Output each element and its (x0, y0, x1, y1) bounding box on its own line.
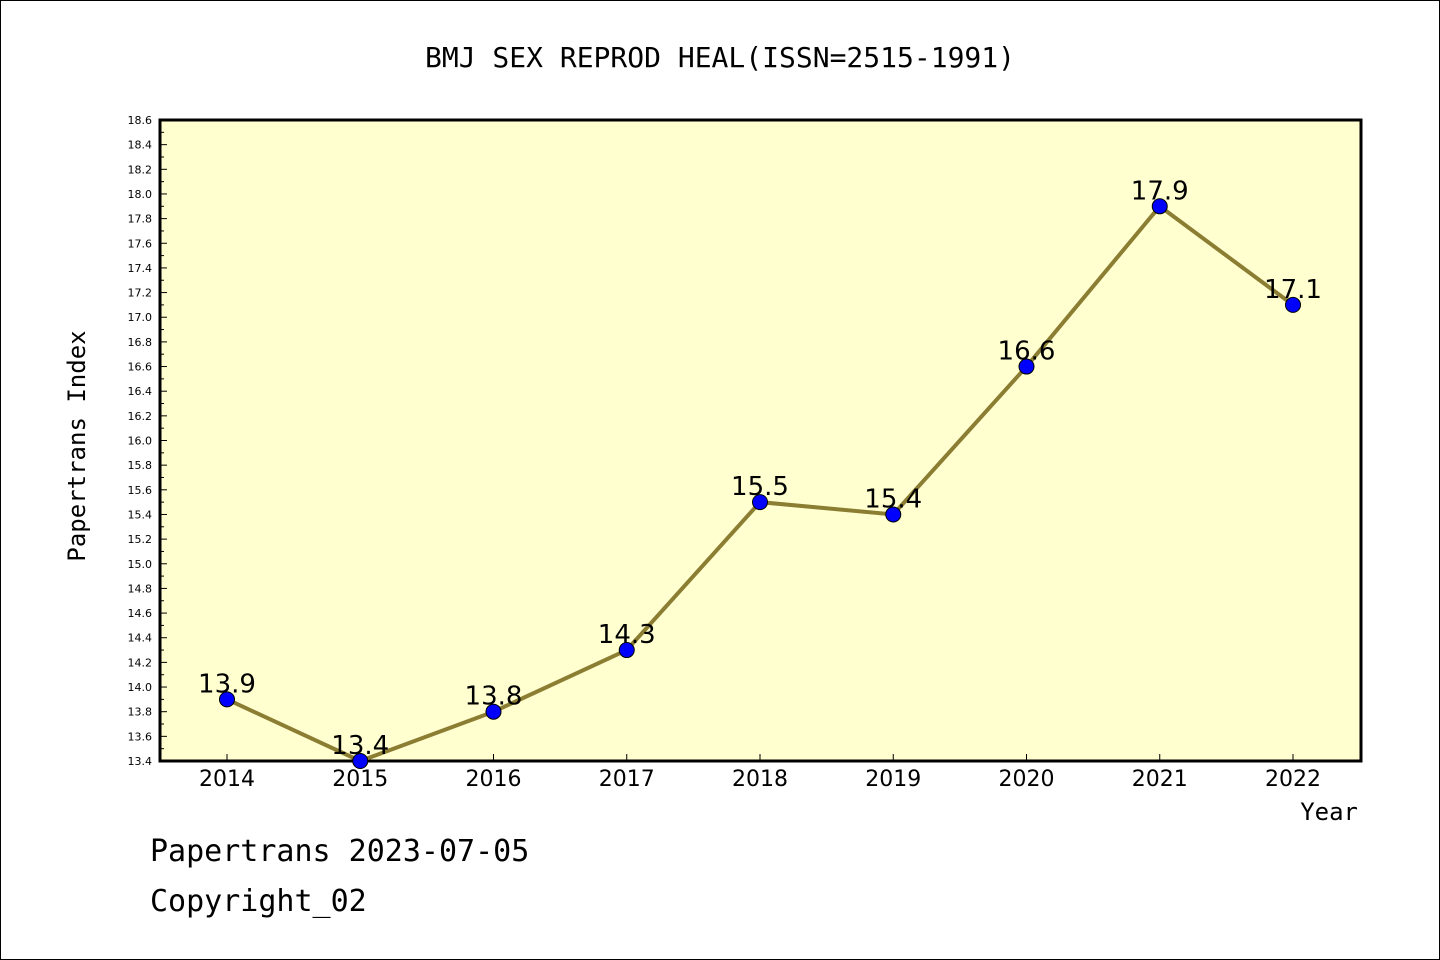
chart-title: BMJ SEX REPROD HEAL(ISSN=2515-1991) (425, 41, 1015, 74)
y-tick-label: 13.8 (128, 706, 153, 719)
y-tick-label: 18.0 (128, 188, 153, 201)
x-tick-label: 2021 (1132, 767, 1188, 792)
x-tick-label: 2016 (466, 767, 522, 792)
y-axis-ticks: 13.4 13.6 13.8 14.0 14.2 14.4 14.6 14.8 15.0 15.2… (128, 114, 167, 768)
x-tick-label: 2019 (865, 767, 921, 792)
y-tick-label: 15.0 (128, 558, 153, 571)
data-point (752, 494, 768, 511)
plot-area (158, 118, 1363, 763)
x-axis-label: Year (1300, 798, 1358, 826)
footer-date-text: Papertrans 2023-07-05 (150, 834, 530, 869)
y-tick-label: 17.6 (128, 237, 153, 250)
x-tick-label: 2017 (599, 767, 655, 792)
data-point (885, 506, 902, 523)
y-tick-label: 17.0 (128, 311, 153, 324)
x-tick-label: 2018 (732, 767, 788, 792)
y-tick-label: 16.2 (128, 410, 153, 423)
y-axis-label: Papertrans Index (63, 330, 91, 561)
y-tick-label: 18.6 (128, 114, 153, 127)
x-tick-label: 2020 (999, 767, 1055, 792)
y-tick-label: 17.4 (128, 262, 153, 275)
y-tick-label: 14.0 (128, 681, 153, 694)
y-tick-label: 17.2 (128, 287, 153, 300)
footer-copyright-text: Copyright_02 (150, 884, 367, 919)
data-label: 13.8 (465, 682, 523, 712)
y-tick-label: 16.4 (128, 385, 153, 398)
data-point (352, 753, 369, 769)
y-tick-label: 15.2 (128, 533, 153, 546)
data-label: 17.9 (1131, 176, 1189, 206)
y-tick-label: 15.6 (128, 484, 153, 497)
x-tick-label: 2022 (1265, 767, 1321, 792)
data-point (1151, 198, 1168, 215)
data-label: 13.4 (331, 731, 389, 761)
data-point (485, 703, 502, 720)
data-label: 16.6 (998, 337, 1056, 367)
x-tick-label: 2014 (199, 767, 255, 792)
y-tick-label: 16.8 (128, 336, 153, 349)
x-axis-ticks: 2014 2015 2016 2017 2018 2019 2020 2021 2022 (199, 754, 1321, 792)
y-tick-label: 17.8 (128, 213, 153, 226)
data-label: 14.3 (598, 620, 656, 650)
data-point (219, 691, 235, 708)
data-label: 13.9 (198, 669, 256, 699)
y-tick-label: 13.4 (128, 755, 153, 768)
y-tick-label: 14.4 (128, 632, 153, 645)
y-tick-label: 14.8 (128, 582, 153, 595)
y-tick-label: 18.4 (128, 139, 153, 152)
data-label: 15.4 (864, 484, 922, 514)
y-tick-label: 15.8 (128, 459, 153, 472)
data-label: 15.5 (731, 472, 789, 502)
data-label: 17.1 (1264, 275, 1322, 305)
data-point (1018, 358, 1035, 375)
y-tick-label: 13.6 (128, 730, 153, 743)
y-tick-label: 16.0 (128, 435, 153, 448)
y-tick-label: 14.6 (128, 607, 153, 620)
data-point (618, 642, 635, 659)
data-point (1285, 296, 1301, 313)
x-tick-label: 2015 (332, 767, 388, 792)
y-tick-label: 14.2 (128, 656, 153, 669)
y-tick-label: 15.4 (128, 508, 153, 521)
y-tick-label: 18.2 (128, 163, 153, 176)
series-layer: 13.9 13.4 13.8 14.3 15.5 15.4 16.6 17.9 17.1 (198, 176, 1322, 769)
y-tick-label: 16.6 (128, 361, 153, 374)
